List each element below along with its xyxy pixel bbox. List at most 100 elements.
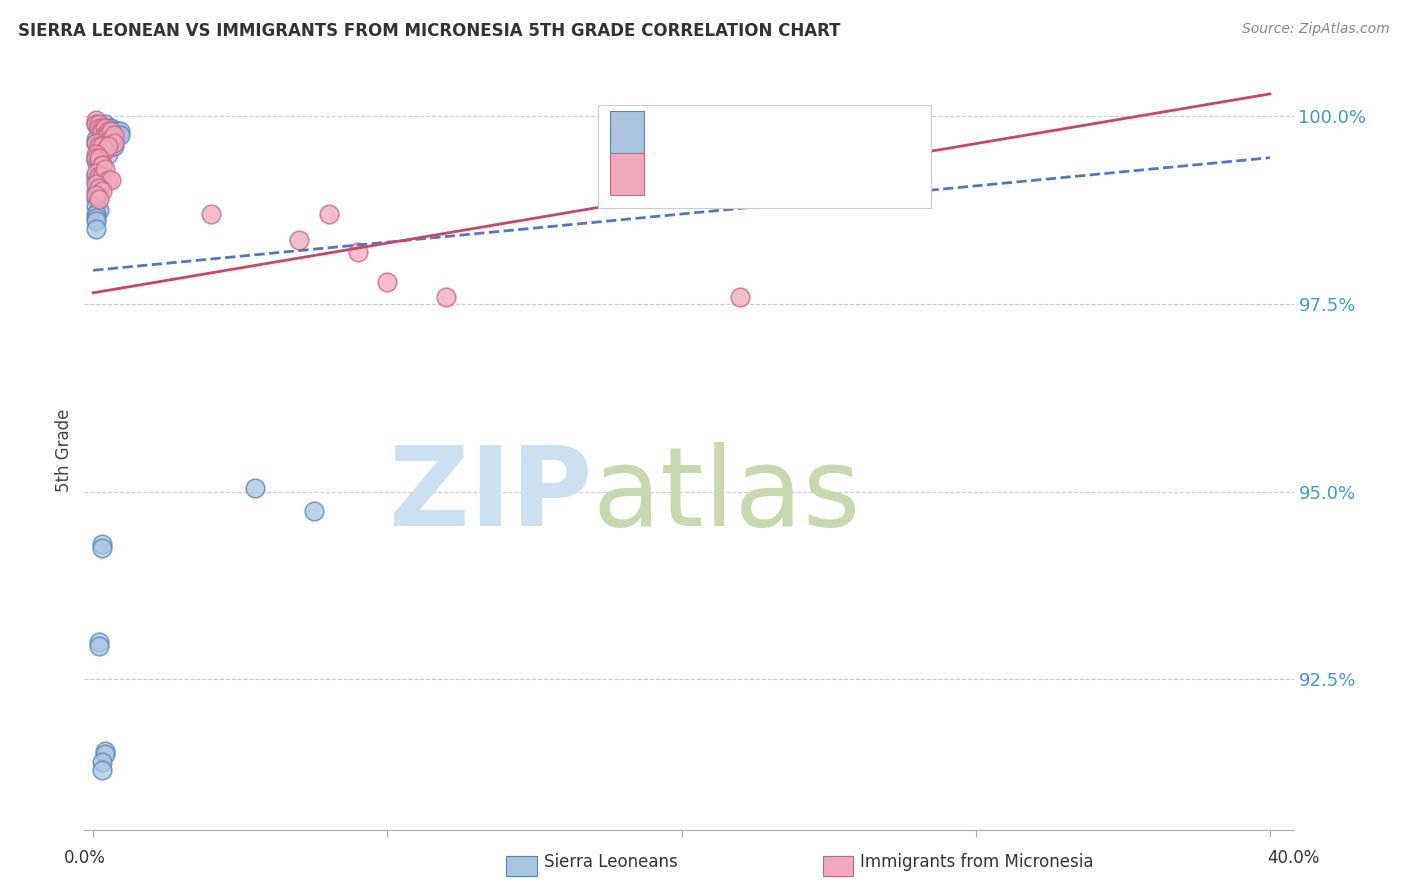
Point	[91, 185, 114, 199]
Point	[97, 128, 120, 143]
Point	[84, 154, 107, 169]
Point	[84, 207, 107, 221]
Point	[103, 136, 125, 150]
Point	[84, 113, 107, 128]
Text: N =: N =	[783, 165, 817, 183]
Point	[97, 128, 120, 143]
Point	[84, 136, 107, 150]
Point	[730, 289, 752, 303]
Point	[84, 166, 107, 180]
Point	[97, 147, 120, 161]
Point	[87, 154, 110, 169]
Point	[94, 744, 117, 758]
Point	[84, 147, 107, 161]
Point	[103, 139, 125, 153]
Point	[84, 169, 107, 184]
Point	[87, 635, 110, 649]
Point	[103, 128, 125, 143]
Point	[108, 128, 131, 143]
Point	[100, 124, 122, 138]
Text: SIERRA LEONEAN VS IMMIGRANTS FROM MICRONESIA 5TH GRADE CORRELATION CHART: SIERRA LEONEAN VS IMMIGRANTS FROM MICRON…	[18, 22, 841, 40]
Point	[243, 481, 266, 495]
Point	[103, 132, 125, 146]
Point	[84, 117, 107, 131]
Point	[91, 763, 114, 777]
Y-axis label: 5th Grade: 5th Grade	[55, 409, 73, 492]
Point	[91, 124, 114, 138]
Point	[84, 132, 107, 146]
Point	[87, 117, 110, 131]
Point	[105, 128, 128, 143]
Point	[105, 124, 128, 138]
Point	[87, 139, 110, 153]
Point	[103, 124, 125, 138]
Point	[97, 124, 120, 138]
Point	[91, 158, 114, 172]
Point	[200, 207, 222, 221]
Point	[91, 158, 114, 172]
Point	[87, 139, 110, 153]
Point	[302, 503, 325, 517]
Point	[288, 233, 311, 247]
Bar	[610, 153, 644, 194]
Text: Source: ZipAtlas.com: Source: ZipAtlas.com	[1241, 22, 1389, 37]
Text: atlas: atlas	[592, 442, 860, 549]
Point	[94, 747, 117, 762]
Bar	[599, 105, 931, 208]
Text: 0.047: 0.047	[707, 123, 763, 141]
Point	[97, 173, 120, 187]
Point	[84, 177, 107, 191]
Point	[94, 128, 117, 143]
Text: 0.0%: 0.0%	[63, 848, 105, 866]
Point	[94, 117, 117, 131]
Text: 58: 58	[831, 123, 856, 141]
Point	[87, 203, 110, 218]
Text: Sierra Leoneans: Sierra Leoneans	[544, 853, 678, 871]
Point	[97, 124, 120, 138]
Point	[318, 207, 340, 221]
Point	[108, 124, 131, 138]
Point	[100, 139, 122, 153]
Point	[87, 158, 110, 172]
Point	[84, 199, 107, 213]
Point	[84, 222, 107, 236]
Point	[100, 132, 122, 146]
Point	[87, 169, 110, 184]
Point	[94, 143, 117, 157]
Point	[87, 639, 110, 653]
Text: ZIP: ZIP	[389, 442, 592, 549]
Point	[100, 120, 122, 135]
Point	[87, 151, 110, 165]
Text: R =: R =	[659, 123, 692, 141]
Point	[91, 120, 114, 135]
Point	[103, 128, 125, 143]
Point	[91, 541, 114, 555]
Point	[87, 120, 110, 135]
Point	[91, 537, 114, 551]
Point	[347, 244, 370, 259]
Point	[91, 755, 114, 769]
Point	[87, 192, 110, 206]
Point	[87, 180, 110, 194]
Text: N =: N =	[783, 123, 817, 141]
Point	[87, 177, 110, 191]
Point	[84, 173, 107, 187]
Point	[91, 120, 114, 135]
Point	[84, 211, 107, 225]
Point	[84, 117, 107, 131]
Point	[87, 180, 110, 194]
Bar	[610, 112, 644, 153]
Point	[91, 139, 114, 153]
Point	[97, 139, 120, 153]
Point	[87, 117, 110, 131]
Point	[87, 154, 110, 169]
Point	[84, 151, 107, 165]
Point	[84, 192, 107, 206]
Point	[100, 173, 122, 187]
Point	[84, 188, 107, 202]
Point	[91, 124, 114, 138]
Point	[94, 161, 117, 176]
Point	[84, 151, 107, 165]
Text: 43: 43	[831, 165, 856, 183]
Text: R =: R =	[659, 165, 692, 183]
